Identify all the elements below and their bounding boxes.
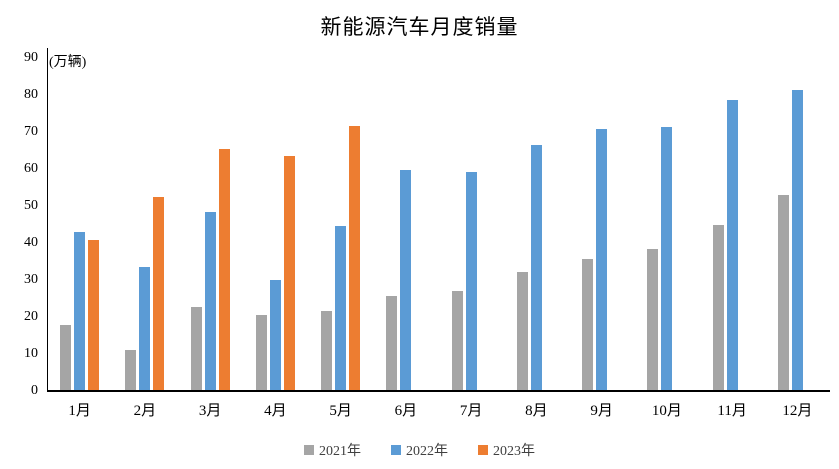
- bar-2021年-6月: [386, 296, 398, 391]
- bar-2021年-3月: [190, 307, 202, 391]
- bar-2022年-8月: [530, 144, 542, 391]
- legend-swatch-icon: [304, 445, 314, 455]
- legend-swatch-icon: [391, 445, 401, 455]
- bar-2022年-4月: [269, 280, 281, 391]
- y-axis-tick-label: 50: [24, 198, 38, 213]
- bar-group-8月: [504, 58, 569, 391]
- bar-group-5月: [308, 58, 373, 391]
- bar-2021年-10月: [647, 249, 659, 391]
- y-axis-tick-label: 20: [24, 309, 38, 324]
- bar-2021年-1月: [60, 324, 72, 391]
- legend-label: 2021年: [319, 444, 361, 459]
- x-axis-label: 9月: [590, 403, 613, 419]
- bar-2022年-6月: [400, 170, 412, 391]
- y-axis-tick-label: 90: [24, 50, 38, 65]
- plot-area: [47, 58, 830, 391]
- bar-group-7月: [439, 58, 504, 391]
- x-axis-line: [47, 390, 830, 392]
- y-axis-tick-label: 60: [24, 161, 38, 176]
- bar-group-3月: [178, 58, 243, 391]
- y-axis-unit-label: (万辆): [49, 55, 87, 70]
- bar-group-2月: [112, 58, 177, 391]
- legend: 2021年 2022年 2023年: [0, 440, 839, 460]
- bar-2022年-1月: [74, 231, 86, 391]
- legend-label: 2022年: [406, 444, 448, 459]
- bar-2021年-4月: [255, 314, 267, 391]
- bar-2022年-9月: [596, 129, 608, 391]
- bar-2021年-7月: [451, 290, 463, 391]
- x-axis-label: 11月: [717, 403, 747, 419]
- x-axis-label: 5月: [329, 403, 352, 419]
- bar-group-1月: [47, 58, 112, 391]
- legend-item-2021年: 2021年: [304, 440, 361, 460]
- legend-item-2023年: 2023年: [478, 440, 535, 460]
- bar-group-4月: [243, 58, 308, 391]
- legend-label: 2023年: [493, 444, 535, 459]
- bar-group-11月: [700, 58, 765, 391]
- bar-2022年-2月: [139, 267, 151, 391]
- x-axis-label: 8月: [525, 403, 548, 419]
- y-axis-tick-label: 70: [24, 124, 38, 139]
- bar-2023年-2月: [153, 196, 165, 391]
- legend-swatch-icon: [478, 445, 488, 455]
- y-axis-line: [47, 48, 48, 391]
- y-axis-tick-label: 40: [24, 235, 38, 250]
- bar-2021年-9月: [582, 258, 594, 391]
- x-axis-label: 12月: [782, 403, 813, 419]
- y-axis-tick-label: 80: [24, 87, 38, 102]
- legend-item-2022年: 2022年: [391, 440, 448, 460]
- bar-2023年-4月: [283, 155, 295, 391]
- bar-2023年-3月: [218, 149, 230, 391]
- x-axis-label: 3月: [198, 403, 222, 419]
- bar-2023年-5月: [349, 125, 361, 391]
- x-axis-label: 6月: [394, 403, 418, 419]
- x-axis: 1月 2月 3月 4月 5月 6月 7月 8月 9月 10月 11月 12月: [47, 399, 830, 420]
- x-axis-label: 4月: [264, 403, 287, 419]
- x-axis-label: 7月: [459, 403, 483, 419]
- y-axis-tick-label: 0: [31, 383, 38, 398]
- bar-2021年-12月: [777, 194, 789, 391]
- x-axis-label: 2月: [133, 403, 157, 419]
- bar-group-10月: [634, 58, 699, 391]
- chart-title: 新能源汽车月度销量: [320, 15, 519, 39]
- y-axis-tick-label: 10: [24, 346, 38, 361]
- bar-2022年-5月: [335, 225, 347, 391]
- bar-2023年-1月: [88, 240, 100, 391]
- bar-2021年-5月: [321, 310, 333, 391]
- y-axis: 90 80 70 60 50 40 30 20 10 0: [0, 50, 38, 398]
- bar-group-12月: [765, 58, 830, 391]
- bar-2022年-7月: [465, 171, 477, 391]
- y-axis-tick-label: 30: [24, 272, 38, 287]
- bar-2022年-12月: [791, 89, 803, 391]
- bar-2021年-8月: [516, 272, 528, 391]
- bar-group-6月: [373, 58, 438, 391]
- x-axis-label: 1月: [68, 403, 91, 419]
- bar-group-9月: [569, 58, 634, 391]
- bar-2021年-11月: [712, 224, 724, 391]
- x-axis-label: 10月: [651, 403, 682, 419]
- bar-2022年-11月: [726, 100, 738, 391]
- bar-2022年-3月: [204, 211, 216, 391]
- bar-2021年-2月: [125, 350, 137, 391]
- bar-2022年-10月: [661, 126, 673, 391]
